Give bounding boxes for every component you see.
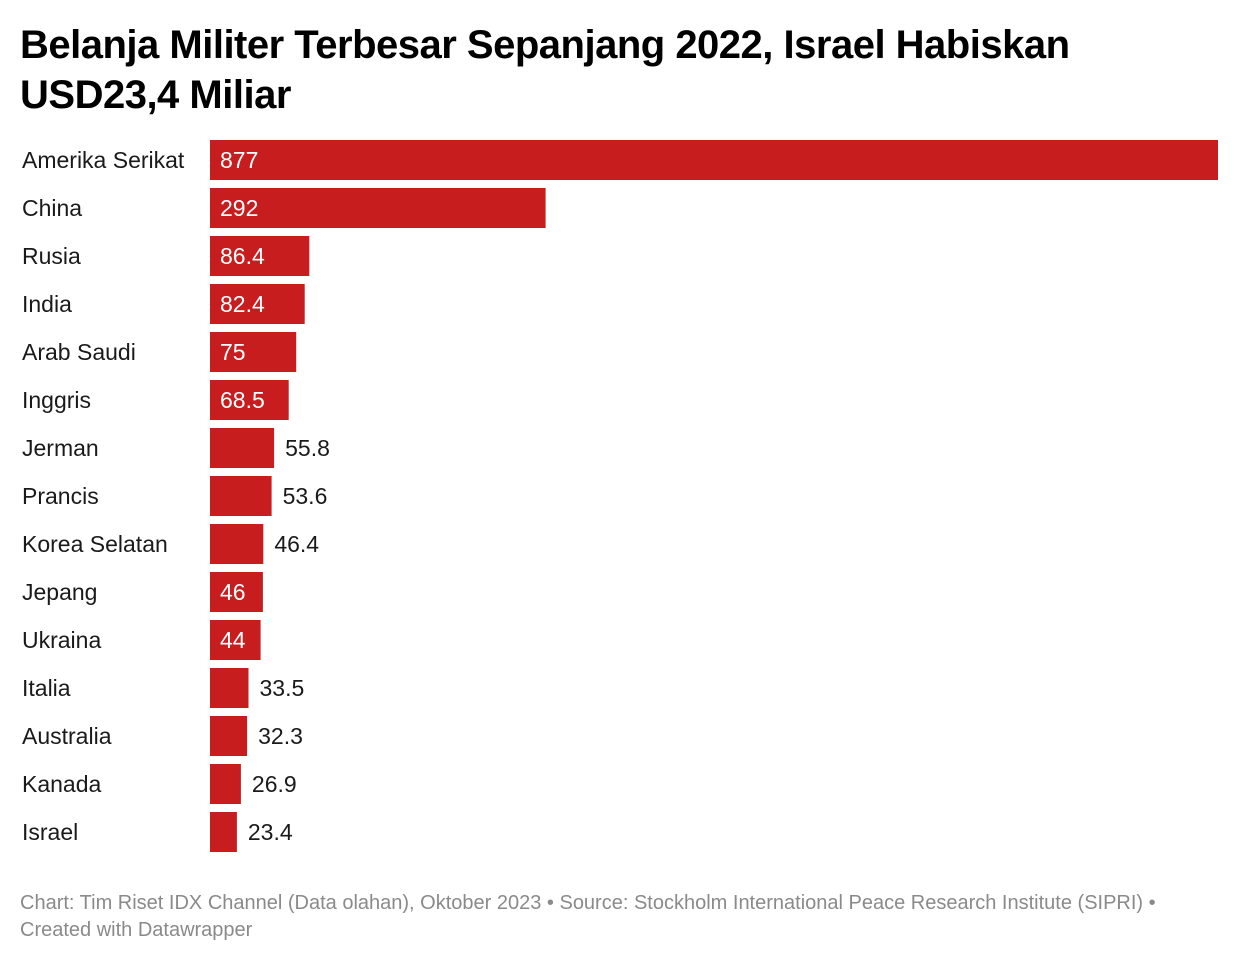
value-label: 32.3	[258, 723, 303, 749]
bar	[210, 620, 261, 660]
value-label: 55.8	[285, 435, 330, 461]
category-label: India	[22, 291, 72, 317]
bar	[210, 476, 272, 516]
category-label: Israel	[22, 819, 78, 845]
value-label: 44	[220, 627, 246, 653]
category-label: Amerika Serikat	[22, 147, 185, 173]
bar	[210, 764, 241, 804]
value-label: 75	[220, 339, 246, 365]
category-label: Italia	[22, 675, 71, 701]
value-label: 46	[220, 579, 246, 605]
category-label: China	[22, 195, 82, 221]
bar	[210, 428, 275, 468]
value-label: 33.5	[260, 675, 305, 701]
value-label: 46.4	[274, 531, 319, 557]
bar	[210, 716, 248, 756]
bar	[210, 812, 237, 852]
category-label: Jerman	[22, 435, 99, 461]
value-label: 53.6	[283, 483, 328, 509]
category-label: Prancis	[22, 483, 99, 509]
category-label: Kanada	[22, 771, 102, 797]
bar	[210, 332, 297, 372]
bar	[210, 140, 1218, 180]
value-label: 82.4	[220, 291, 265, 317]
category-label: Inggris	[22, 387, 91, 413]
category-label: Arab Saudi	[22, 339, 136, 365]
value-label: 292	[220, 195, 258, 221]
bar	[210, 524, 264, 564]
category-label: Jepang	[22, 579, 97, 605]
bar-chart: Amerika Serikat 877 China 292 Rusia 86.4 India…	[22, 140, 1218, 852]
value-label: 86.4	[220, 243, 265, 269]
category-label: Rusia	[22, 243, 81, 269]
value-label: 877	[220, 147, 258, 173]
bar	[210, 236, 310, 276]
category-label: Australia	[22, 723, 112, 749]
bar	[210, 572, 263, 612]
bar	[210, 284, 305, 324]
bar	[210, 188, 546, 228]
bar	[210, 380, 289, 420]
category-label: Ukraina	[22, 627, 101, 653]
chart-title: Belanja Militer Terbesar Sepanjang 2022,…	[20, 23, 1070, 117]
chart-footer: Chart: Tim Riset IDX Channel (Data olaha…	[20, 892, 1156, 941]
category-label: Korea Selatan	[22, 531, 168, 557]
bar	[210, 668, 249, 708]
value-label: 26.9	[252, 771, 297, 797]
value-label: 68.5	[220, 387, 265, 413]
value-label: 23.4	[248, 819, 293, 845]
